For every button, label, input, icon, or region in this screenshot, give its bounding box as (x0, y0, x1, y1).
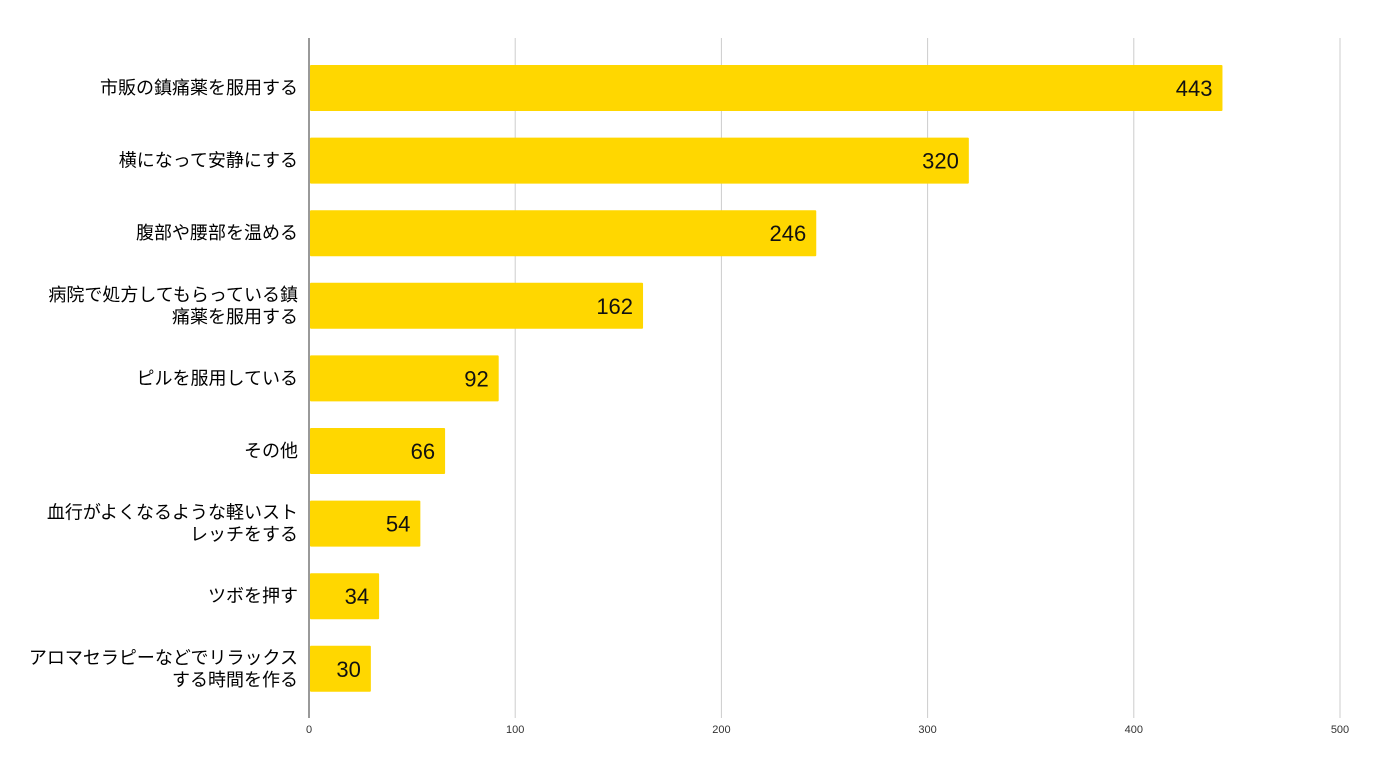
value-label: 246 (770, 221, 807, 246)
bar (310, 428, 446, 474)
category-label: 血行がよくなるような軽いスト (47, 503, 298, 524)
x-tick-label: 200 (712, 724, 730, 736)
x-tick-label: 300 (918, 724, 936, 736)
x-tick-label: 400 (1125, 724, 1143, 736)
x-axis-ticks: 0 100 200 300 400 500 (306, 724, 1349, 736)
bar (310, 573, 380, 620)
value-label: 30 (336, 657, 360, 682)
value-label: 162 (596, 294, 633, 319)
x-tick-label: 500 (1331, 724, 1349, 736)
bar (310, 137, 969, 184)
bar (310, 65, 1223, 111)
category-label: 腹部や腰部を温める (136, 223, 298, 244)
bar (310, 282, 644, 329)
value-label: 66 (411, 439, 435, 464)
value-label: 443 (1176, 76, 1213, 101)
bar (310, 210, 817, 257)
bars (310, 65, 1223, 692)
x-tick-label: 100 (506, 724, 524, 736)
category-label: 病院で処方してもらっている鎮 (48, 285, 298, 306)
value-labels: 443 320 246 162 92 66 54 34 30 (336, 76, 1212, 682)
x-tick-label: 0 (306, 724, 312, 736)
category-label: ツボを押す (208, 586, 298, 607)
value-label: 320 (922, 149, 959, 174)
bar (310, 645, 371, 692)
category-label: その他 (244, 441, 298, 462)
category-label: 横になって安静にする (119, 151, 298, 172)
category-label: アロマセラピーなどでリラックス (29, 648, 298, 669)
category-label: 市販の鎮痛薬を服用する (100, 78, 298, 99)
bar (310, 500, 421, 547)
category-label: レッチをする (190, 525, 298, 546)
category-label: ピルを服用している (137, 368, 298, 389)
bar (310, 355, 499, 402)
category-labels: 市販の鎮痛薬を服用する横になって安静にする腹部や腰部を温める病院で処方してもらっ… (29, 78, 298, 691)
value-label: 92 (464, 366, 488, 391)
category-label: する時間を作る (172, 670, 298, 691)
category-label: 痛薬を服用する (172, 307, 298, 328)
value-label: 34 (345, 584, 369, 609)
value-label: 54 (386, 512, 410, 537)
